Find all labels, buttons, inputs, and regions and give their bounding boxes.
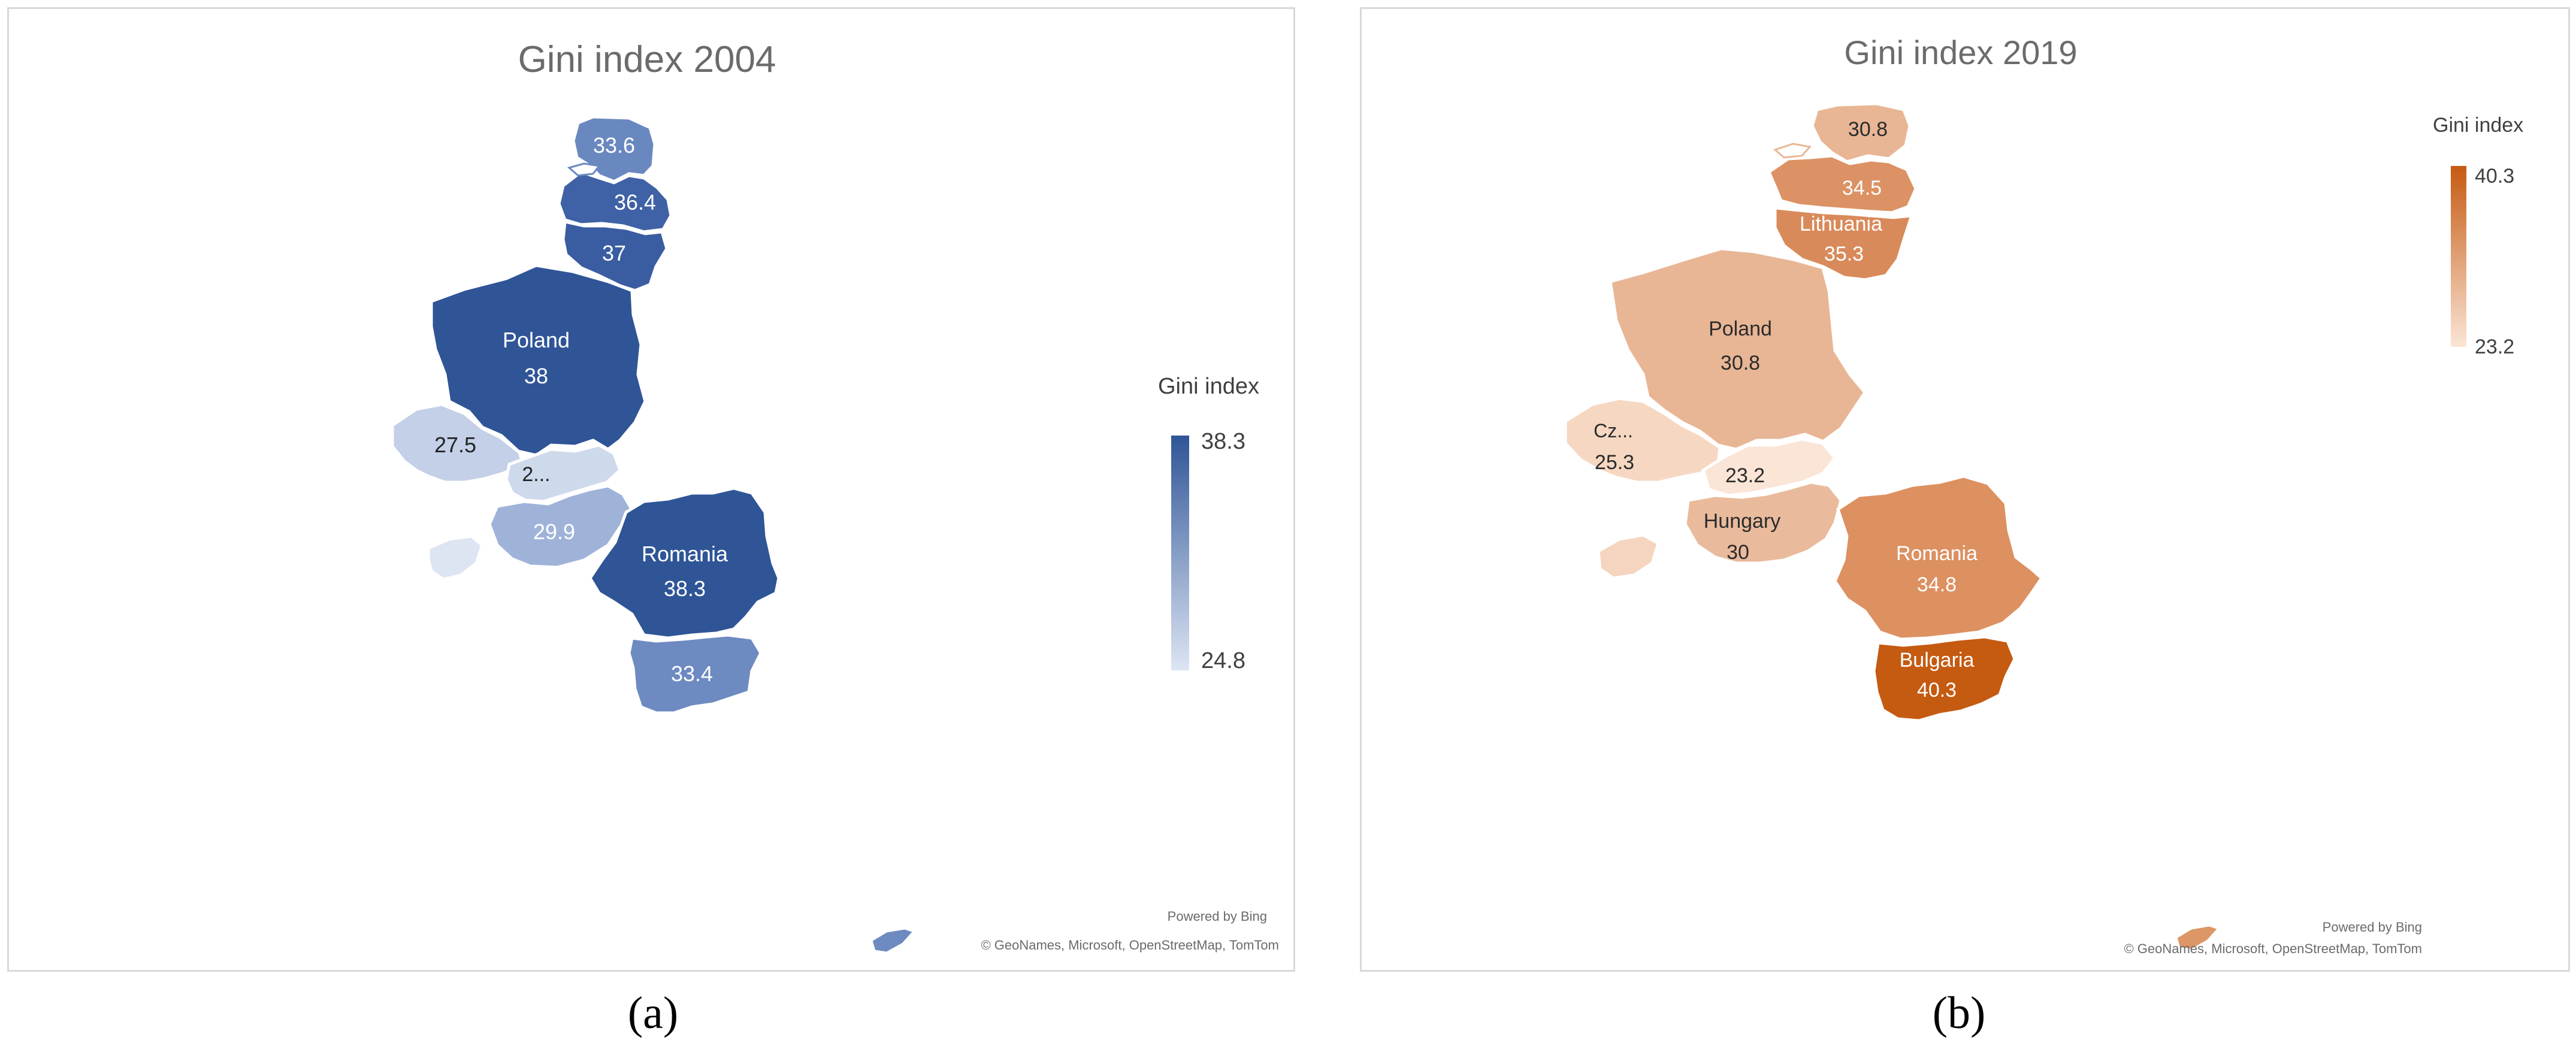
region-slovenia[interactable] bbox=[427, 534, 484, 581]
label-value-hungary: 29.9 bbox=[533, 519, 575, 544]
label-name-romania: Romania bbox=[1896, 542, 1978, 565]
region-czechia[interactable] bbox=[391, 403, 525, 484]
label-value-poland: 30.8 bbox=[1721, 352, 1760, 374]
region-romania[interactable] bbox=[588, 486, 781, 640]
island-saaremaa bbox=[1773, 143, 1812, 159]
map-canvas-2019: Gini index 2019 30.8 34.5 Lithuania 35.3… bbox=[1564, 34, 2523, 956]
map-panel-2019: Gini index 2019 30.8 34.5 Lithuania 35.3… bbox=[1360, 7, 2570, 972]
label-name-poland: Poland bbox=[503, 328, 570, 352]
region-slovakia[interactable] bbox=[1701, 437, 1837, 497]
region-romania[interactable] bbox=[1833, 474, 2044, 641]
label-name-romania: Romania bbox=[642, 542, 728, 566]
label-name-czechia: Cz... bbox=[1594, 420, 1633, 442]
panel-b-label: (b) bbox=[1932, 988, 1986, 1038]
island-saaremaa bbox=[567, 162, 601, 177]
legend-min-value: 23.2 bbox=[2475, 335, 2514, 358]
attribution-credits: © GeoNames, Microsoft, OpenStreetMap, To… bbox=[2124, 941, 2422, 956]
map-panel-2004: Gini index 2004 33.6 36.4 37 Poland 38 2… bbox=[7, 7, 1295, 972]
label-name-hungary: Hungary bbox=[1704, 510, 1781, 533]
legend-color-bar bbox=[2451, 166, 2466, 347]
label-value-slovakia: 23.2 bbox=[1725, 464, 1765, 487]
legend-min-value: 24.8 bbox=[1201, 648, 1245, 673]
label-value-poland: 38 bbox=[524, 364, 548, 388]
attribution-powered-by: Powered by Bing bbox=[1168, 909, 1267, 924]
region-latvia[interactable] bbox=[1767, 154, 1918, 214]
region-poland[interactable] bbox=[1609, 247, 1867, 451]
label-value-romania: 34.8 bbox=[1917, 573, 1957, 596]
label-value-hungary: 30 bbox=[1727, 541, 1749, 564]
label-name-poland: Poland bbox=[1709, 318, 1772, 340]
label-value-bulgaria: 40.3 bbox=[1917, 679, 1957, 702]
region-lithuania[interactable] bbox=[1773, 206, 1914, 282]
region-cyprus[interactable] bbox=[870, 927, 915, 954]
label-name-lithuania: Lithuania bbox=[1800, 213, 1882, 235]
legend-title: Gini index bbox=[2433, 114, 2523, 137]
attribution-powered-by: Powered by Bing bbox=[2323, 920, 2422, 935]
region-cyprus[interactable] bbox=[2175, 924, 2220, 951]
region-slovakia[interactable] bbox=[504, 443, 622, 503]
label-value-lithuania: 37 bbox=[602, 241, 626, 265]
label-value-bulgaria: 33.4 bbox=[671, 661, 713, 686]
label-value-slovakia: 2... bbox=[522, 463, 550, 486]
region-slovenia[interactable] bbox=[1597, 533, 1660, 580]
legend-title: Gini index bbox=[1158, 374, 1259, 399]
label-name-bulgaria: Bulgaria bbox=[1900, 649, 1975, 672]
label-value-latvia: 34.5 bbox=[1842, 177, 1882, 199]
attribution-credits: © GeoNames, Microsoft, OpenStreetMap, To… bbox=[981, 938, 1279, 953]
label-value-czechia: 25.3 bbox=[1595, 451, 1634, 474]
legend-max-value: 40.3 bbox=[2475, 165, 2514, 188]
label-value-latvia: 36.4 bbox=[614, 190, 656, 214]
map-canvas-2004: Gini index 2004 33.6 36.4 37 Poland 38 2… bbox=[391, 39, 1279, 954]
region-lithuania[interactable] bbox=[561, 219, 669, 292]
label-value-latvia-north: 30.8 bbox=[1848, 118, 1888, 141]
map-title: Gini index 2019 bbox=[1844, 34, 2077, 71]
region-bulgaria[interactable] bbox=[627, 633, 763, 715]
label-value-czechia: 27.5 bbox=[434, 433, 476, 457]
label-value-romania: 38.3 bbox=[664, 576, 706, 601]
region-latvia-north[interactable] bbox=[1810, 102, 1912, 164]
map-title: Gini index 2004 bbox=[518, 39, 776, 80]
region-bulgaria[interactable] bbox=[1872, 635, 2016, 723]
legend-color-bar bbox=[1171, 436, 1189, 670]
region-hungary[interactable] bbox=[1683, 480, 1843, 565]
legend-max-value: 38.3 bbox=[1201, 429, 1245, 454]
label-value-latvia-north: 33.6 bbox=[593, 133, 635, 158]
label-value-lithuania: 35.3 bbox=[1824, 243, 1864, 265]
panel-a-label: (a) bbox=[627, 988, 679, 1038]
